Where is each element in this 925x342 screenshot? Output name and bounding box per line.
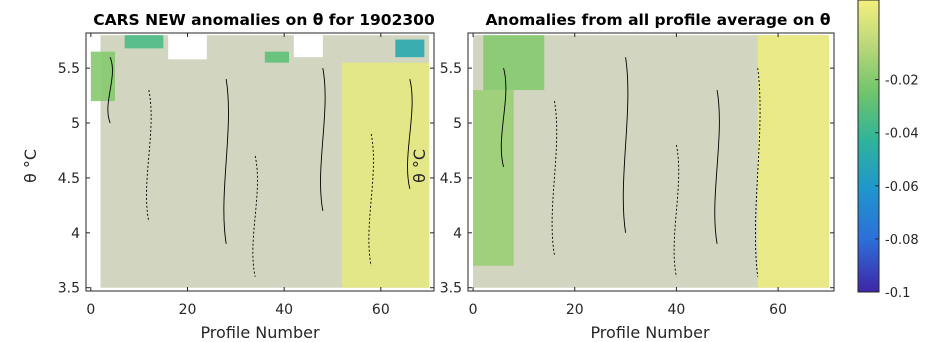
right-y-tick-label-1: 4 <box>453 226 462 242</box>
left-title: CARS NEW anomalies on θ for 1902300 <box>93 11 435 29</box>
right-x-tick-label-0: 0 <box>469 302 478 318</box>
left-x-tick-label-1: 20 <box>179 302 197 318</box>
right-x-tick-label-2: 40 <box>668 302 686 318</box>
left-y-tick-label-1: 4 <box>71 226 80 242</box>
left-x-tick-label-3: 60 <box>372 302 390 318</box>
left-y-ticks: 3.5 4 4.5 5 5.5 <box>58 61 434 297</box>
left-yellow-band-4 <box>342 62 430 288</box>
colorbar-gradient <box>857 0 880 293</box>
colorbar: -0.02 -0.04 -0.06 -0.08 -0.1 <box>857 0 919 301</box>
left-green-patch-0 <box>124 35 164 49</box>
left-contour-line-2 <box>223 79 229 244</box>
colorbar-tick-label-4: -0.1 <box>885 286 910 301</box>
left-contour-line-1 <box>146 90 152 222</box>
left-green-patch-2 <box>264 51 289 63</box>
right-yellow-band-2 <box>757 35 829 288</box>
right-y-axis-label: θ °C <box>410 149 429 183</box>
left-gap-0 <box>168 35 207 60</box>
left-y-axis-label: θ °C <box>21 149 40 183</box>
left-x-tick-label-2: 40 <box>275 302 293 318</box>
right-x-tick-label-3: 60 <box>769 302 787 318</box>
left-green-patch-1 <box>395 39 425 58</box>
left-axes-box <box>85 32 435 292</box>
left-panel: 0 20 40 60 3.5 4 4.5 5 5.5 CARS NEW anomalies o… <box>21 11 435 342</box>
right-green-patch-0 <box>483 35 545 91</box>
colorbar-tick-label-1: -0.04 <box>885 127 919 142</box>
left-y-tick-label-4: 5.5 <box>58 61 80 77</box>
right-x-axis-label: Profile Number <box>590 323 710 342</box>
left-green-patch-3 <box>90 51 115 102</box>
colorbar-tick-label-0: -0.02 <box>885 74 919 89</box>
right-contour-line-3 <box>673 144 680 277</box>
right-y-ticks: 3.5 4 4.5 5 5.5 <box>440 61 834 297</box>
right-y-tick-label-0: 3.5 <box>440 281 462 297</box>
left-y-tick-label-0: 3.5 <box>58 281 80 297</box>
right-contour-line-4 <box>714 90 720 244</box>
right-axes-box <box>467 32 835 292</box>
right-contour-line-0 <box>500 68 507 168</box>
left-x-axis-label: Profile Number <box>200 323 320 342</box>
colorbar-ticks: -0.02 -0.04 -0.06 -0.08 -0.1 <box>875 74 919 301</box>
right-green-patch-1 <box>473 90 514 266</box>
right-contour-line-2 <box>622 57 629 233</box>
right-x-ticks: 0 20 40 60 <box>469 33 787 318</box>
left-x-ticks: 0 20 40 60 <box>86 33 390 318</box>
right-title: Anomalies from all profile average on θ <box>485 11 830 29</box>
right-y-tick-label-3: 5 <box>453 116 462 132</box>
right-contour-line-1 <box>551 100 558 255</box>
left-contour-line-0 <box>107 56 113 124</box>
left-x-tick-label-0: 0 <box>86 302 95 318</box>
left-contour-line-3 <box>252 155 258 277</box>
right-y-tick-label-4: 5.5 <box>440 61 462 77</box>
left-contour-line-4 <box>320 68 326 211</box>
right-contour-line-5 <box>754 68 761 277</box>
right-x-tick-label-1: 20 <box>566 302 584 318</box>
colorbar-tick-label-2: -0.06 <box>885 180 919 195</box>
right-panel: 0 20 40 60 3.5 4 4.5 5 5.5 Anomalies from all p… <box>410 11 835 342</box>
right-heatmap <box>473 35 829 288</box>
right-y-tick-label-2: 4.5 <box>440 171 462 187</box>
left-contour-line-5 <box>368 133 374 266</box>
left-y-tick-label-2: 4.5 <box>58 171 80 187</box>
left-heatmap <box>90 35 430 288</box>
left-y-tick-label-3: 5 <box>71 116 80 132</box>
left-gap-1 <box>293 35 323 58</box>
left-contours <box>107 56 413 277</box>
right-contours <box>500 57 761 277</box>
left-contour-line-6 <box>407 79 413 190</box>
colorbar-tick-label-3: -0.08 <box>885 233 919 248</box>
